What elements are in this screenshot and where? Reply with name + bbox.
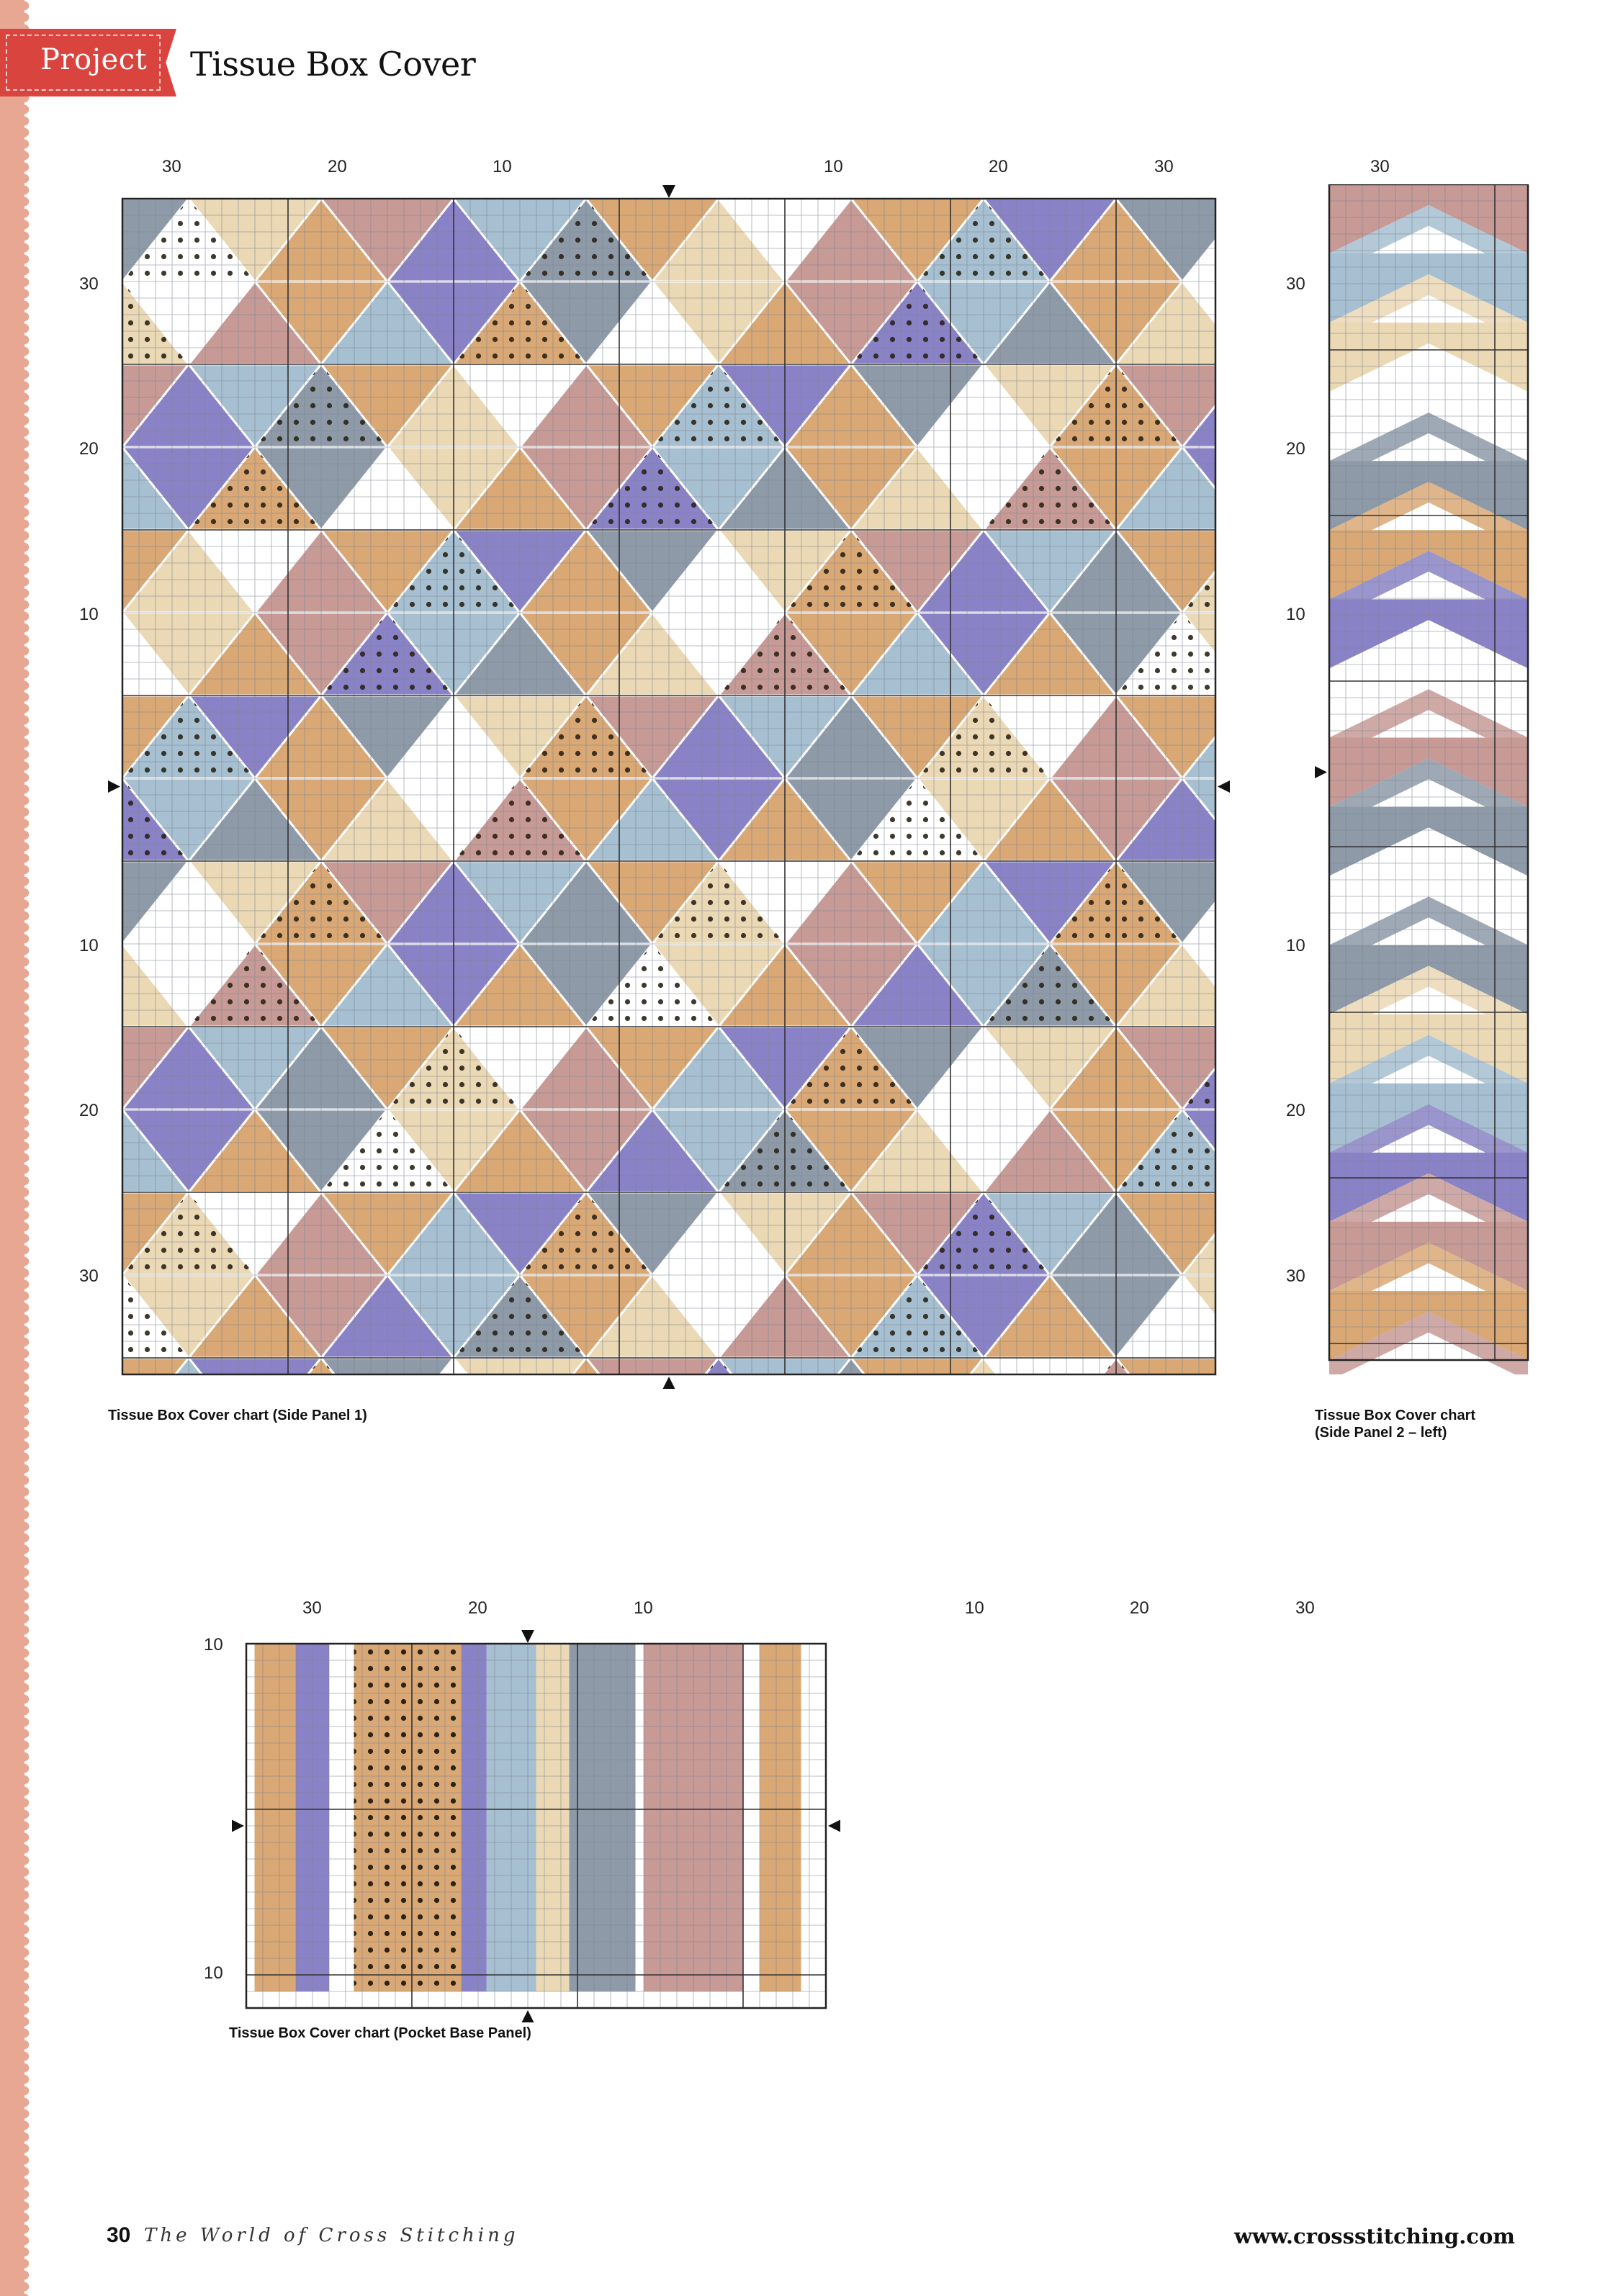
side2-caption-line2: (Side Panel 2 – left)	[1315, 1425, 1447, 1441]
side1-left-number: 10	[79, 605, 99, 624]
base-top-number: 20	[1130, 1598, 1149, 1618]
side2-left-number: 10	[1286, 936, 1305, 955]
center-arrow-icon	[108, 780, 120, 793]
decorative-side-band	[0, 0, 24, 2296]
side1-left-number: 30	[79, 274, 99, 294]
grid-lines	[1328, 184, 1529, 1361]
base-top-number: 30	[302, 1598, 322, 1618]
side-panel-2-chart	[1315, 184, 1535, 1374]
center-arrow-icon	[828, 1819, 840, 1832]
center-arrow-icon	[1218, 780, 1230, 793]
base-top-number: 10	[965, 1598, 984, 1618]
center-arrow-icon	[1315, 766, 1327, 778]
side1-top-number: 20	[989, 157, 1008, 176]
stripe-pattern	[254, 1644, 826, 1991]
side1-left-number: 30	[79, 1266, 99, 1286]
website-url: www.crossstitching.com	[1233, 2224, 1515, 2248]
center-arrow-icon	[662, 185, 675, 198]
center-arrow-icon	[662, 1377, 675, 1389]
page-number: 30	[107, 2223, 131, 2247]
side1-left-number: 20	[79, 439, 99, 459]
decorative-scalloped-edge	[24, 0, 30, 2296]
side2-left-number: 20	[1286, 1101, 1305, 1120]
side2-left-number: 30	[1286, 1266, 1305, 1286]
side2-top-number: 30	[1370, 157, 1390, 176]
side1-top-number: 10	[824, 157, 843, 176]
magazine-name: The World of Cross Stitching	[144, 2225, 519, 2246]
side1-top-number: 30	[162, 157, 181, 176]
grid-lines	[121, 197, 1217, 1376]
side-panel-1-chart	[108, 184, 1230, 1389]
side1-top-number: 20	[328, 157, 347, 176]
base-caption: Tissue Box Cover chart (Pocket Base Pane…	[229, 2025, 531, 2041]
center-arrow-icon	[232, 1819, 244, 1832]
side2-left-number: 20	[1286, 439, 1305, 459]
grid-lines	[245, 1642, 827, 2009]
side1-left-number: 10	[79, 936, 99, 955]
side2-left-number: 30	[1286, 274, 1305, 294]
base-top-number: 20	[468, 1598, 487, 1618]
side1-caption: Tissue Box Cover chart (Side Panel 1)	[108, 1408, 367, 1423]
base-top-number: 10	[634, 1598, 653, 1618]
center-arrow-icon	[521, 1630, 534, 1643]
section-tag	[0, 29, 176, 96]
side1-top-number: 30	[1154, 157, 1174, 176]
section-tag-label: Project	[40, 43, 148, 76]
base-left-number: 10	[204, 1963, 223, 1983]
side1-top-number: 10	[493, 157, 512, 176]
side1-left-number: 20	[79, 1101, 99, 1120]
side2-left-number: 10	[1286, 605, 1305, 624]
pocket-base-panel-chart	[232, 1629, 840, 2022]
page-title: Tissue Box Cover	[190, 45, 476, 84]
base-top-number: 30	[1295, 1598, 1315, 1618]
tag-stitch-border	[6, 35, 161, 91]
center-arrow-icon	[521, 2010, 534, 2022]
side2-caption-line1: Tissue Box Cover chart	[1315, 1408, 1476, 1423]
base-left-number: 10	[204, 1635, 223, 1655]
